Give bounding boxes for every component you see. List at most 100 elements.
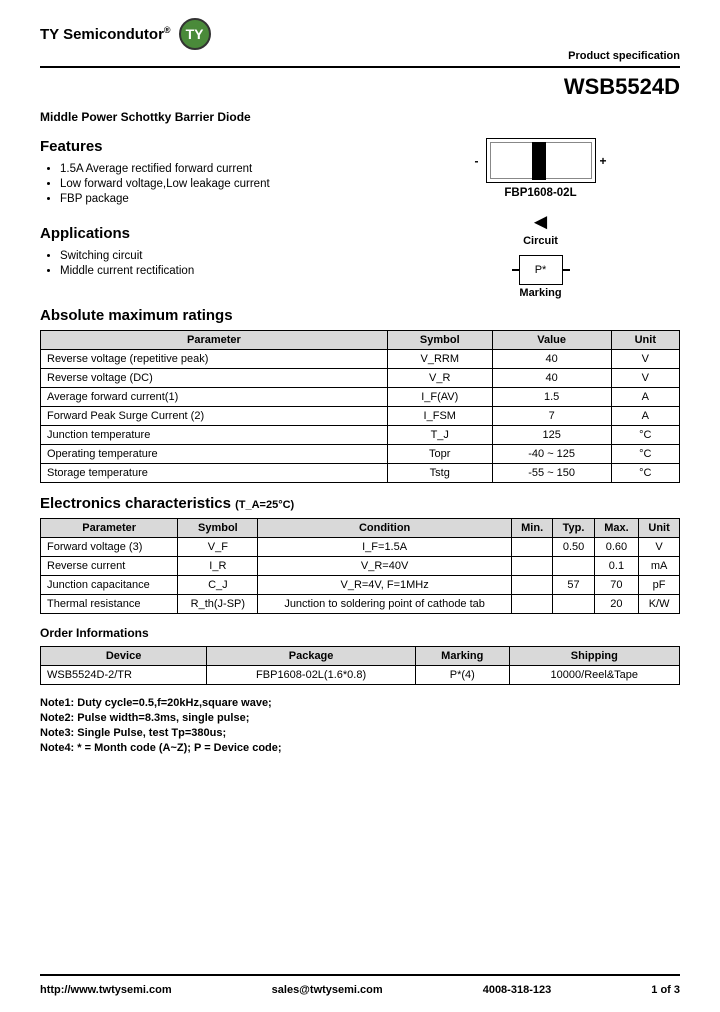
applications-list: Switching circuit Middle current rectifi…	[60, 250, 381, 277]
td: Reverse voltage (DC)	[41, 369, 388, 388]
td: T_J	[387, 426, 492, 445]
td: FBP1608-02L(1.6*0.8)	[207, 666, 416, 685]
td: 10000/Reel&Tape	[509, 666, 679, 685]
td: Average forward current(1)	[41, 388, 388, 407]
td	[511, 538, 553, 557]
td: A	[611, 388, 679, 407]
features-heading: Features	[40, 138, 381, 155]
td: pF	[639, 576, 680, 595]
td: R_th(J-SP)	[178, 595, 258, 614]
footer-page: 1 of 3	[651, 984, 680, 996]
footer-phone: 4008-318-123	[483, 984, 552, 996]
td: V	[611, 350, 679, 369]
td: mA	[639, 557, 680, 576]
td: 125	[492, 426, 611, 445]
td: WSB5524D-2/TR	[41, 666, 207, 685]
order-table: Device Package Marking Shipping WSB5524D…	[40, 646, 680, 685]
td: V_F	[178, 538, 258, 557]
note: Note4: * = Month code (A~Z); P = Device …	[40, 742, 680, 754]
note: Note1: Duty cycle=0.5,f=20kHz,square wav…	[40, 697, 680, 709]
subtitle: Middle Power Schottky Barrier Diode	[40, 110, 680, 124]
note: Note2: Pulse width=8.3ms, single pulse;	[40, 712, 680, 724]
package-label: FBP1608-02L	[401, 187, 680, 199]
th: Parameter	[41, 519, 178, 538]
td: 0.50	[553, 538, 594, 557]
th: Unit	[639, 519, 680, 538]
td: Reverse current	[41, 557, 178, 576]
features-list: 1.5A Average rectified forward current L…	[60, 163, 381, 205]
td: Forward Peak Surge Current (2)	[41, 407, 388, 426]
td: -55 ~ 150	[492, 464, 611, 483]
td: 0.1	[594, 557, 638, 576]
order-heading: Order Informations	[40, 626, 680, 640]
company-logo: TY	[179, 18, 211, 50]
td: V_R=4V, F=1MHz	[258, 576, 512, 595]
th: Parameter	[41, 331, 388, 350]
notes: Note1: Duty cycle=0.5,f=20kHz,square wav…	[40, 697, 680, 754]
circuit-label: Circuit	[401, 235, 680, 247]
td: P*(4)	[415, 666, 509, 685]
td	[553, 595, 594, 614]
td: V	[639, 538, 680, 557]
part-number: WSB5524D	[40, 74, 680, 100]
list-item: Middle current rectification	[60, 265, 381, 277]
package-outline: - +	[486, 138, 596, 183]
company-name: TY Semicondutor®	[40, 25, 171, 43]
td	[511, 595, 553, 614]
elec-heading: Electronics characteristics (T_A=25°C)	[40, 495, 680, 512]
divider-bottom	[40, 974, 680, 976]
marking-box: P*	[519, 255, 563, 285]
product-spec-label: Product specification	[40, 50, 680, 62]
td: 20	[594, 595, 638, 614]
th: Value	[492, 331, 611, 350]
td: I_F(AV)	[387, 388, 492, 407]
td: 7	[492, 407, 611, 426]
th: Shipping	[509, 647, 679, 666]
th: Marking	[415, 647, 509, 666]
applications-heading: Applications	[40, 225, 381, 242]
marking-label: Marking	[401, 287, 680, 299]
td: 70	[594, 576, 638, 595]
th: Unit	[611, 331, 679, 350]
abs-max-table: Parameter Symbol Value Unit Reverse volt…	[40, 330, 680, 483]
td	[511, 576, 553, 595]
list-item: FBP package	[60, 193, 381, 205]
th: Symbol	[387, 331, 492, 350]
th: Max.	[594, 519, 638, 538]
diode-symbol-icon: ◄	[401, 211, 680, 233]
list-item: Switching circuit	[60, 250, 381, 262]
td: Topr	[387, 445, 492, 464]
td: A	[611, 407, 679, 426]
td: Forward voltage (3)	[41, 538, 178, 557]
td: Storage temperature	[41, 464, 388, 483]
td	[553, 557, 594, 576]
td: Reverse voltage (repetitive peak)	[41, 350, 388, 369]
list-item: 1.5A Average rectified forward current	[60, 163, 381, 175]
td: Junction to soldering point of cathode t…	[258, 595, 512, 614]
td: Operating temperature	[41, 445, 388, 464]
th: Device	[41, 647, 207, 666]
td: Thermal resistance	[41, 595, 178, 614]
footer-url: http://www.twtysemi.com	[40, 984, 172, 996]
td: V_RRM	[387, 350, 492, 369]
th: Symbol	[178, 519, 258, 538]
list-item: Low forward voltage,Low leakage current	[60, 178, 381, 190]
td: Junction temperature	[41, 426, 388, 445]
td: C_J	[178, 576, 258, 595]
td: -40 ~ 125	[492, 445, 611, 464]
td: V_R	[387, 369, 492, 388]
footer: http://www.twtysemi.com sales@twtysemi.c…	[40, 984, 680, 996]
td: 57	[553, 576, 594, 595]
td: °C	[611, 445, 679, 464]
td: 40	[492, 369, 611, 388]
td: °C	[611, 464, 679, 483]
td: 0.60	[594, 538, 638, 557]
td: I_R	[178, 557, 258, 576]
td: V	[611, 369, 679, 388]
footer-email: sales@twtysemi.com	[272, 984, 383, 996]
td: 40	[492, 350, 611, 369]
th: Min.	[511, 519, 553, 538]
divider-top	[40, 66, 680, 68]
td: °C	[611, 426, 679, 445]
th: Package	[207, 647, 416, 666]
